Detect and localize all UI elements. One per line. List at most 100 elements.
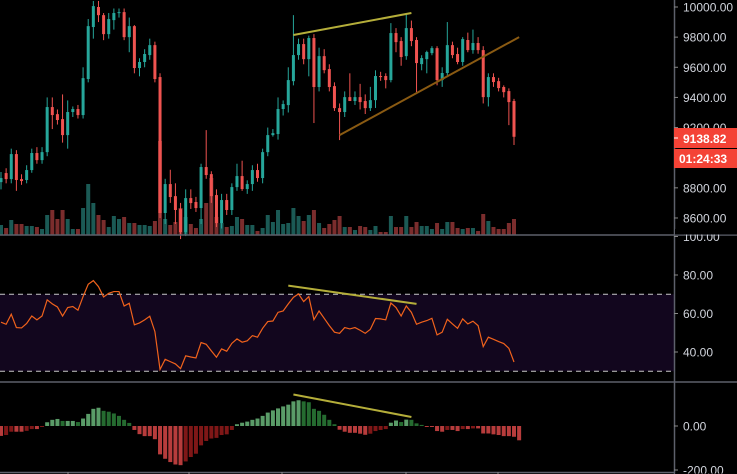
candle	[61, 94, 65, 143]
candle	[389, 23, 393, 83]
candle	[456, 47, 460, 65]
volume-bar	[245, 225, 250, 235]
candle-body	[127, 26, 131, 38]
candle-body	[507, 91, 511, 103]
candle	[122, 8, 126, 41]
rsi-pane[interactable]	[0, 279, 674, 372]
candle-body	[384, 76, 388, 81]
macd-histogram-bar	[204, 426, 209, 441]
candle-body	[189, 198, 193, 204]
candle-body	[512, 101, 516, 137]
candle-body	[40, 152, 44, 161]
volume-bar	[40, 229, 45, 235]
candle	[486, 73, 490, 107]
candle-body	[430, 48, 434, 54]
candle	[363, 94, 367, 114]
candle-body	[327, 69, 331, 88]
volume-bar	[101, 220, 106, 235]
price-pane[interactable]	[0, 0, 520, 240]
candle-body	[312, 38, 316, 88]
candle	[86, 19, 90, 83]
candle	[81, 67, 85, 119]
candle-body	[122, 12, 126, 38]
candle	[184, 189, 188, 237]
macd-histogram-bar	[234, 424, 239, 426]
macd-histogram-bar	[250, 419, 255, 426]
macd-histogram-bar	[224, 426, 229, 435]
candle	[291, 15, 295, 86]
macd-histogram-bar	[193, 426, 198, 454]
macd-histogram-bar	[86, 413, 91, 426]
volume-bar	[9, 220, 14, 235]
macd-histogram-bar	[240, 422, 245, 426]
macd-histogram-bar	[373, 426, 378, 432]
candle	[25, 165, 29, 184]
candle-body	[302, 44, 306, 60]
candle-body	[415, 40, 419, 64]
candle	[163, 178, 167, 225]
macd-histogram-bar	[347, 426, 352, 433]
volume-bar	[419, 226, 424, 235]
macd-histogram-bar	[50, 419, 55, 426]
macd-histogram-bar	[465, 426, 470, 430]
candle	[35, 147, 39, 164]
candle-body	[389, 33, 393, 81]
macd-histogram-bar	[4, 426, 9, 436]
volume-bar	[173, 222, 178, 235]
macd-histogram-bar	[496, 426, 501, 436]
candle-body	[102, 15, 106, 35]
macd-pane[interactable]	[0, 393, 522, 466]
volume-bar	[301, 221, 306, 235]
volume-bar	[4, 228, 9, 235]
candle	[189, 189, 193, 209]
candle-body	[209, 174, 213, 197]
macd-histogram-bar	[137, 426, 142, 435]
volume-bar	[404, 216, 409, 235]
candle-body	[476, 43, 480, 51]
candle-body	[445, 45, 449, 74]
price-tick-label: 8800.00	[683, 181, 727, 195]
macd-histogram-bar	[0, 426, 3, 436]
candle	[348, 73, 352, 102]
macd-histogram-bar	[147, 426, 152, 437]
macd-histogram-bar	[512, 426, 516, 437]
volume-bar	[193, 228, 198, 235]
volume-bar	[424, 226, 429, 235]
volume-bar	[399, 227, 404, 235]
volume-bar	[86, 184, 91, 235]
macd-histogram-bar	[152, 426, 157, 440]
candle	[461, 37, 465, 66]
rsi-tick-label: 60.00	[683, 307, 713, 321]
candle-body	[502, 87, 506, 93]
macd-histogram-bar	[55, 418, 60, 426]
candle	[450, 41, 454, 59]
last-price-label: 9138.82	[683, 132, 727, 146]
volume-bar	[496, 229, 501, 235]
volume-bar	[152, 221, 157, 235]
volume-bar	[45, 215, 50, 235]
volume-bar	[476, 231, 481, 235]
candle	[261, 148, 265, 184]
macd-histogram-bar	[173, 426, 178, 465]
volume-bar	[0, 225, 3, 235]
macd-histogram-bar	[168, 426, 173, 463]
macd-histogram-bar	[9, 426, 14, 432]
candle-body	[71, 109, 75, 113]
volume-bar	[388, 216, 393, 235]
candle	[384, 73, 388, 89]
candle-body	[35, 153, 39, 161]
price-tick-label: 9400.00	[683, 91, 727, 105]
candle	[440, 67, 444, 87]
candle-body	[261, 152, 265, 179]
volume-bar	[91, 203, 96, 235]
macd-histogram-bar	[399, 422, 404, 426]
candle-body	[297, 44, 301, 56]
candle-body	[435, 48, 439, 81]
volume-bar	[265, 215, 270, 235]
volume-bar	[445, 222, 450, 235]
volume-bar	[440, 229, 445, 235]
volume-bar	[14, 224, 19, 235]
trendline	[293, 12, 412, 37]
